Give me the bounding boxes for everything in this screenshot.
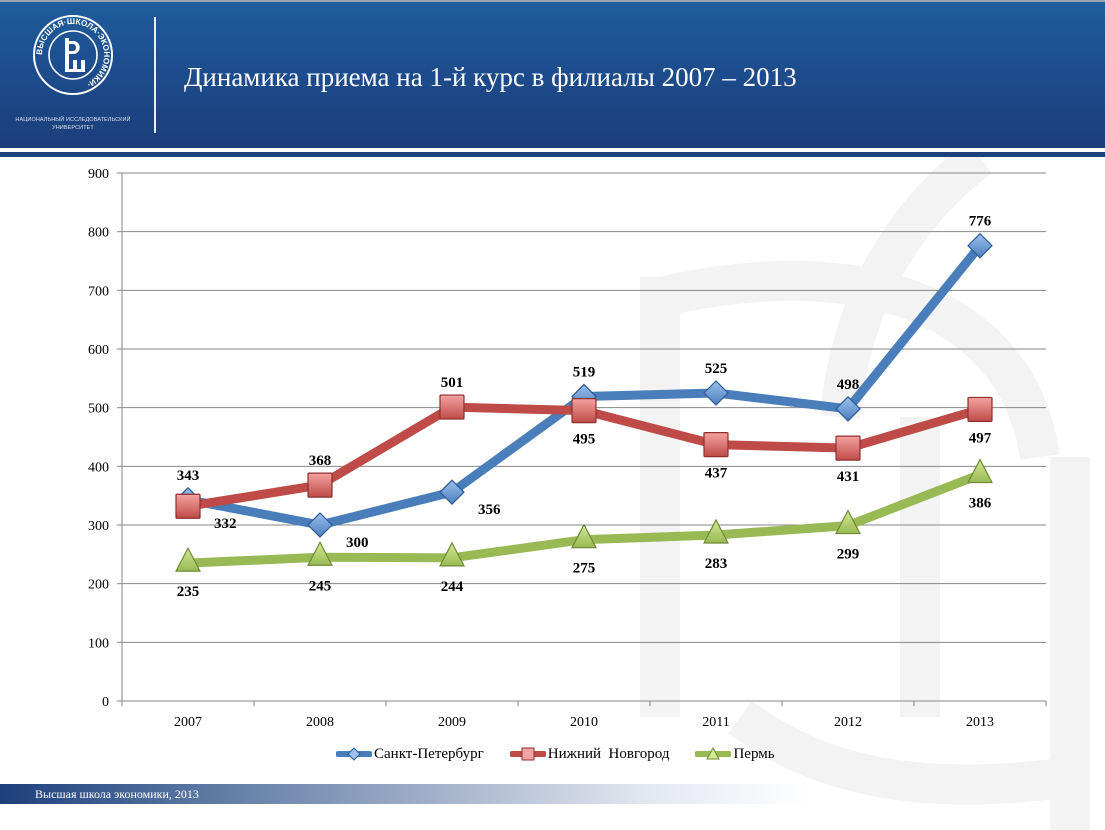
watermark-logo-icon: [640, 157, 1090, 830]
data-label: 283: [705, 556, 728, 572]
hse-logo-icon: ВЫСШАЯ·ШКОЛА·ЭКОНОМИКИ·: [33, 15, 113, 95]
data-label: 386: [969, 496, 992, 512]
triangle-marker: [307, 540, 333, 566]
data-label: 525: [705, 361, 728, 377]
chart-legend: Санкт-Петербург Нижний Новгород Пермь: [336, 744, 775, 764]
footer-text: Высшая школа экономики, 2013: [35, 787, 199, 801]
triangle-marker: [967, 458, 993, 484]
legend-label: Санкт-Петербург: [374, 745, 484, 762]
line-chart: 0 100 200 300 400 500 600 700 800 900 2007 2008 2009…: [88, 167, 1047, 730]
y-tick-label: 300: [88, 519, 109, 534]
data-label: 300: [346, 535, 369, 551]
data-label: 498: [837, 377, 860, 393]
logo-caption-line2: УНИВЕРСИТЕТ: [52, 125, 94, 131]
x-tick-label: 2008: [306, 715, 334, 730]
data-label: 368: [309, 453, 332, 469]
triangle-marker: [835, 509, 861, 535]
data-label: 356: [478, 502, 501, 518]
footer-bar: Высшая школа экономики, 2013: [0, 784, 810, 804]
data-label: 437: [705, 466, 728, 482]
data-label: 235: [177, 584, 200, 600]
triangle-marker: [703, 518, 729, 544]
square-marker: [835, 435, 861, 461]
x-tick-label: 2013: [966, 715, 994, 730]
legend-swatch-diamond-icon: [336, 747, 372, 761]
square-marker: [967, 396, 993, 423]
x-tick-label: 2007: [174, 715, 202, 730]
y-tick-label: 200: [88, 578, 109, 593]
square-marker: [439, 394, 465, 420]
data-label: 495: [573, 432, 596, 448]
diamond-marker: [967, 232, 993, 259]
data-label: 299: [837, 547, 860, 563]
data-label: 244: [441, 579, 464, 595]
x-tick-label: 2012: [834, 715, 862, 730]
diamond-marker: [703, 380, 729, 406]
square-marker: [307, 472, 333, 498]
square-marker: [571, 398, 597, 424]
triangle-marker: [571, 523, 597, 549]
square-marker: [703, 432, 729, 458]
y-tick-label: 700: [88, 284, 109, 299]
header-divider: [154, 17, 156, 133]
y-tick-label: 400: [88, 460, 109, 475]
page-title: Динамика приема на 1-й курс в филиалы 20…: [184, 62, 797, 92]
legend-item: Нижний Новгород: [509, 745, 670, 763]
legend-label: Нижний Новгород: [547, 745, 670, 762]
y-tick-label: 100: [88, 636, 109, 651]
x-tick-label: 2009: [438, 715, 466, 730]
diamond-marker: [307, 512, 333, 538]
legend-swatch-triangle-icon: [695, 746, 732, 760]
data-label: 519: [573, 365, 596, 381]
triangle-marker: [175, 546, 201, 572]
data-label: 501: [441, 375, 464, 391]
slide-header: [0, 2, 1105, 148]
data-label: 776: [969, 214, 992, 230]
diamond-marker: [835, 395, 861, 422]
x-tick-label: 2011: [702, 715, 729, 730]
y-tick-label: 900: [88, 167, 109, 182]
data-label: 431: [837, 469, 860, 485]
data-label: 343: [177, 468, 200, 484]
y-tick-label: 500: [88, 402, 109, 417]
legend-swatch-square-icon: [509, 747, 546, 761]
top-border: [0, 0, 1105, 2]
y-tick-label: 0: [102, 695, 109, 710]
data-label: 497: [969, 430, 992, 446]
header-stripe-dark: [0, 152, 1105, 157]
legend-item: Пермь: [695, 745, 775, 763]
triangle-marker: [439, 541, 465, 567]
x-tick-label: 2010: [570, 715, 598, 730]
logo-caption-line1: НАЦИОНАЛЬНЫЙ ИССЛЕДОВАТЕЛЬСКИЙ: [15, 117, 131, 123]
square-marker: [175, 493, 201, 519]
data-label: 245: [309, 578, 332, 594]
header-stripe: [0, 148, 1105, 152]
y-tick-label: 600: [88, 343, 109, 358]
legend-item: Санкт-Петербург: [336, 746, 484, 763]
logo-caption: НАЦИОНАЛЬНЫЙ ИССЛЕДОВАТЕЛЬСКИЙ УНИВЕРСИТ…: [14, 116, 132, 132]
diamond-marker: [439, 479, 465, 505]
y-tick-label: 800: [88, 226, 109, 241]
legend-label: Пермь: [733, 745, 775, 762]
data-label: 275: [573, 561, 596, 577]
data-label: 332: [214, 516, 237, 532]
